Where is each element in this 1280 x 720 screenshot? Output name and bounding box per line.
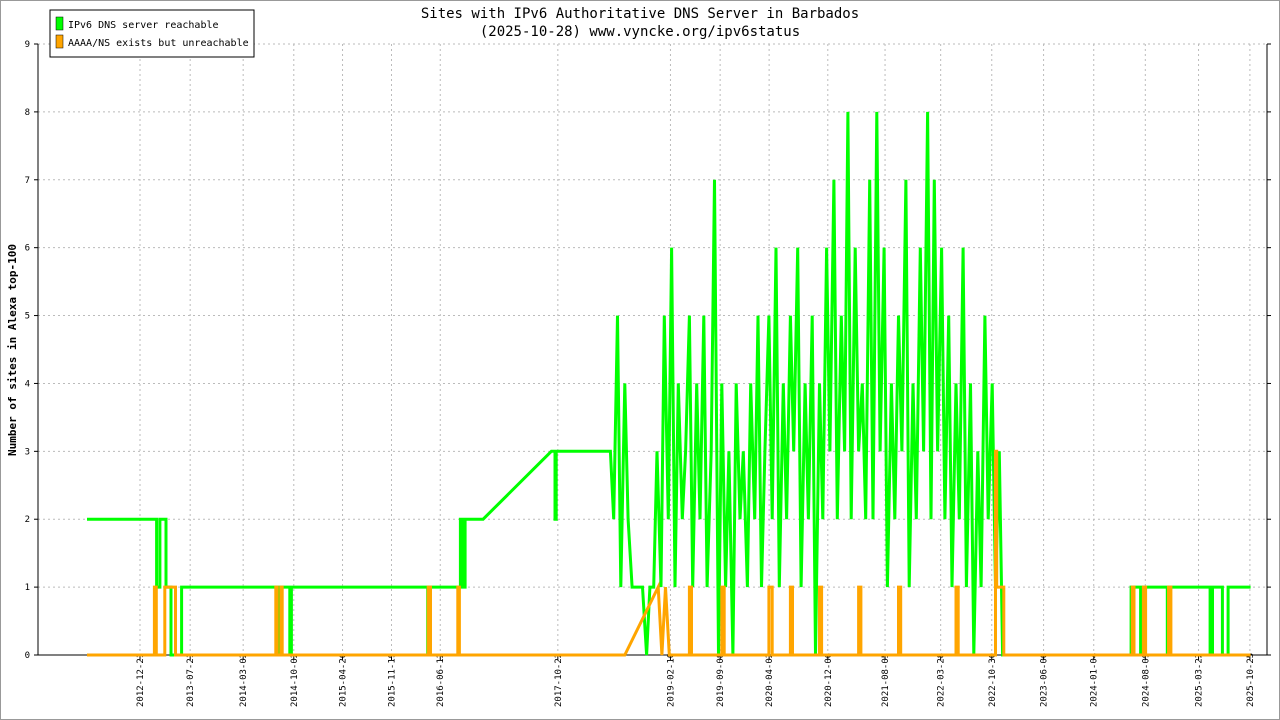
series-lines <box>87 111 1251 657</box>
x-tick-label: 2025-10-25 <box>1246 653 1256 707</box>
x-tick-label: 2022-03-28 <box>937 653 947 707</box>
x-tick-label: 2015-11-19 <box>388 653 398 707</box>
x-tick-label: 2019-09-08 <box>716 653 726 707</box>
series-line-unreachable <box>87 449 1251 657</box>
x-tick-label: 2017-10-22 <box>554 653 564 707</box>
x-tick-label: 2024-08-09 <box>1141 653 1151 707</box>
legend-swatch-reachable <box>55 16 64 31</box>
grid <box>38 43 1267 655</box>
x-tick-label: 2014-10-02 <box>290 653 300 707</box>
chart-title: Sites with IPv6 Authoritative DNS Server… <box>421 6 859 22</box>
y-tick-label: 2 <box>25 515 30 525</box>
y-tick-label: 5 <box>25 312 30 322</box>
x-tick-label: 2020-04-02 <box>765 653 775 707</box>
x-tick-label: 2025-03-22 <box>1195 653 1205 707</box>
x-tick-label: 2020-12-06 <box>824 653 834 707</box>
chart-subtitle: (2025-10-28) www.vyncke.org/ipv6status <box>480 24 800 40</box>
x-tick-label: 2016-06-12 <box>436 653 446 707</box>
x-tick-label: 2014-03-02 <box>239 653 249 707</box>
legend-label-unreachable: AAAA/NS exists but unreachable <box>68 38 249 49</box>
x-tick-label: 2013-07-21 <box>186 653 196 707</box>
y-tick-label: 9 <box>25 40 30 50</box>
x-tick-label: 2022-10-30 <box>988 653 998 707</box>
legend: IPv6 DNS server reachable AAAA/NS exists… <box>49 9 255 58</box>
legend-label-reachable: IPv6 DNS server reachable <box>68 20 219 31</box>
y-tick-label: 6 <box>25 244 30 254</box>
x-tick-label: 2023-06-06 <box>1040 653 1050 707</box>
series-line-reachable <box>87 111 1251 657</box>
x-tick-label: 2021-08-05 <box>881 653 891 707</box>
y-tick-label: 1 <box>25 583 30 593</box>
y-tick-label: 0 <box>25 651 30 661</box>
x-tick-label: 2012-12-21 <box>136 653 146 707</box>
y-tick-label: 8 <box>25 108 30 118</box>
x-tick-label: 2015-04-26 <box>339 653 349 707</box>
x-tick-label: 2019-02-10 <box>666 653 676 707</box>
legend-box <box>49 9 255 58</box>
x-tick-label: 2024-01-04 <box>1090 653 1100 707</box>
y-axis-label: Number of sites in Alexa top-100 <box>6 244 19 456</box>
y-tick-label: 3 <box>25 447 30 457</box>
y-tick-label: 4 <box>25 379 30 389</box>
legend-swatch-unreachable <box>55 34 64 49</box>
y-tick-label: 7 <box>25 176 30 186</box>
